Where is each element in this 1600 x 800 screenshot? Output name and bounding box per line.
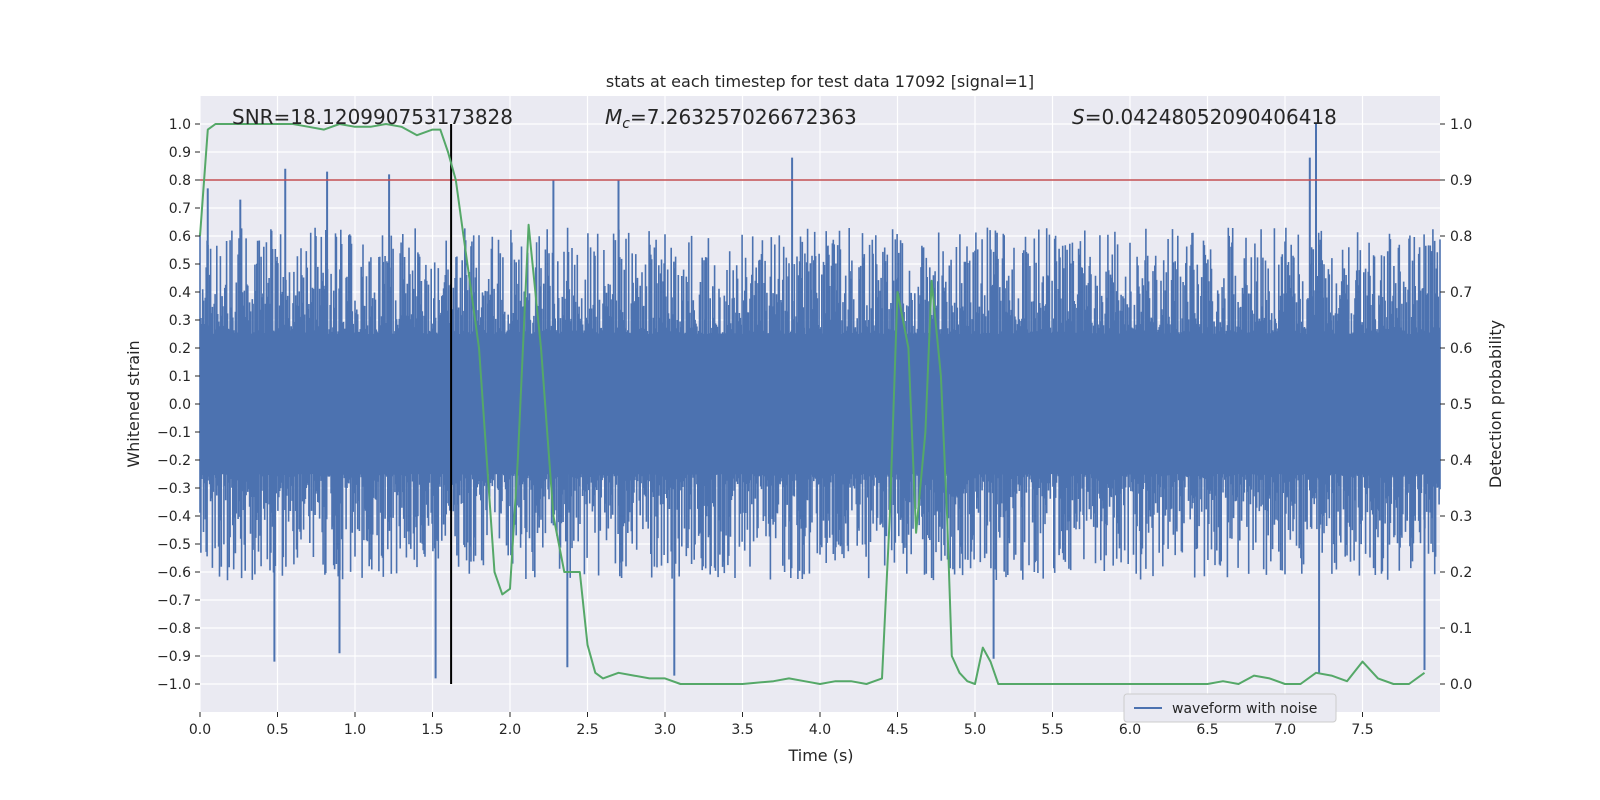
x-axis-ticks: 0.0 0.5 1.0 1.5 2.0 2.5 3.0 3.5 4.0 4.5 5.0 5.5 6.0 6…: [189, 712, 1374, 738]
x-tick-label: 0.0: [189, 722, 211, 738]
right-tick-label: 0.9: [1450, 173, 1472, 189]
left-axis-ticks: 1.0 0.9 0.8 0.7 0.6 0.5 0.4 0.3 0.2 0.1 0.0 −0.1 −0.…: [157, 117, 200, 693]
s-value: =0.04248052090406418: [1085, 105, 1337, 129]
x-tick-label: 5.0: [964, 722, 986, 738]
right-tick-label: 0.4: [1450, 453, 1472, 469]
left-tick-label: −0.2: [157, 453, 191, 469]
right-tick-label: 0.0: [1450, 677, 1472, 693]
x-tick-label: 3.0: [654, 722, 676, 738]
y-axis-right-label: Detection probability: [1486, 320, 1505, 488]
x-tick-label: 2.0: [499, 722, 521, 738]
left-tick-label: −0.7: [157, 593, 191, 609]
left-tick-label: −0.8: [157, 621, 191, 637]
left-tick-label: −0.3: [157, 481, 191, 497]
x-tick-label: 6.0: [1119, 722, 1141, 738]
x-tick-label: 5.5: [1041, 722, 1063, 738]
legend-box: [1123, 693, 1337, 723]
left-tick-label: −0.4: [157, 509, 191, 525]
x-tick-label: 6.5: [1196, 722, 1218, 738]
waveform-series: [199, 124, 1441, 679]
x-tick-label: 0.5: [266, 722, 288, 738]
chirp-mass-annotation: Mc=7.263257026672363: [605, 105, 857, 132]
x-tick-label: 1.5: [421, 722, 443, 738]
left-tick-label: 0.1: [169, 369, 191, 385]
x-tick-label: 4.0: [809, 722, 831, 738]
right-tick-label: 0.7: [1450, 285, 1472, 301]
x-tick-label: 7.5: [1351, 722, 1373, 738]
x-tick-label: 1.0: [344, 722, 366, 738]
right-tick-label: 0.1: [1450, 621, 1472, 637]
left-tick-label: 0.0: [169, 397, 191, 413]
y-axis-left-label: Whitened strain: [124, 340, 143, 467]
left-tick-label: 0.9: [169, 145, 191, 161]
chirp-mass-symbol: M: [605, 105, 622, 129]
left-tick-label: 0.3: [169, 313, 191, 329]
x-tick-label: 3.5: [731, 722, 753, 738]
right-tick-label: 0.2: [1450, 565, 1472, 581]
left-tick-label: 0.8: [169, 173, 191, 189]
left-tick-label: −0.6: [157, 565, 191, 581]
left-tick-label: 0.4: [169, 285, 191, 301]
x-tick-label: 7.0: [1274, 722, 1296, 738]
left-tick-label: 0.2: [169, 341, 191, 357]
left-tick-label: 0.5: [169, 257, 191, 273]
snr-annotation: SNR=18.120990753173828: [232, 105, 513, 129]
legend: waveform with noise: [1123, 693, 1337, 723]
right-tick-label: 0.5: [1450, 397, 1472, 413]
left-tick-label: 1.0: [169, 117, 191, 133]
x-tick-label: 4.5: [886, 722, 908, 738]
left-tick-label: 0.7: [169, 201, 191, 217]
left-tick-label: −0.5: [157, 537, 191, 553]
probability-series: [199, 123, 1426, 685]
right-tick-label: 0.8: [1450, 229, 1472, 245]
s-annotation: S=0.04248052090406418: [1072, 105, 1337, 129]
s-symbol: S: [1072, 105, 1085, 129]
chirp-mass-subscript: c: [622, 116, 630, 132]
right-axis-ticks: 1.0 0.9 0.8 0.7 0.6 0.5 0.4 0.3 0.2 0.1 0.0: [1440, 117, 1472, 693]
right-tick-label: 1.0: [1450, 117, 1472, 133]
left-tick-label: −0.1: [157, 425, 191, 441]
chirp-mass-value: =7.263257026672363: [630, 105, 857, 129]
left-tick-label: 0.6: [169, 229, 191, 245]
waveform-noise-trace: [199, 227, 1441, 581]
chart-title: stats at each timestep for test data 170…: [606, 72, 1034, 91]
left-tick-label: −0.9: [157, 649, 191, 665]
right-tick-label: 0.6: [1450, 341, 1472, 357]
left-tick-label: −1.0: [157, 677, 191, 693]
probability-line: [199, 123, 1426, 685]
x-tick-label: 2.5: [576, 722, 598, 738]
right-tick-label: 0.3: [1450, 509, 1472, 525]
x-axis-label: Time (s): [787, 746, 853, 765]
legend-label: waveform with noise: [1172, 701, 1317, 717]
